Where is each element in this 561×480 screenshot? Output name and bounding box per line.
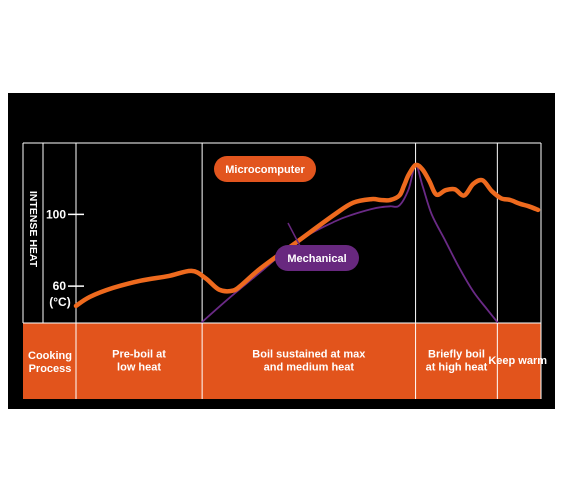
- stage-label: and medium heat: [264, 362, 355, 374]
- callout-mechanical-box: [275, 245, 359, 271]
- stage-label: Briefly boil: [428, 349, 485, 361]
- y-axis-ticks: 60 100: [46, 207, 84, 293]
- stage-label: Pre-boil at: [112, 349, 166, 361]
- process-row-label-line-2: Process: [29, 363, 72, 375]
- callout-microcomputer-label: Microcomputer: [225, 164, 305, 176]
- y-axis-unit: (°C): [49, 295, 70, 309]
- process-row-label-line-1: Cooking: [28, 350, 72, 362]
- callout-mechanical-pointer: [287, 222, 301, 247]
- callout-mechanical: Mechanical: [275, 222, 359, 271]
- callout-microcomputer-box: [214, 156, 316, 182]
- callout-microcomputer: Microcomputer: [214, 156, 316, 182]
- stage-label: at high heat: [426, 362, 488, 374]
- process-row-label: Cooking Process: [28, 350, 72, 375]
- y-axis-title: INTENSE HEAT: [27, 191, 39, 268]
- stage-label: Keep warm: [488, 355, 547, 367]
- series-microcomputer-line: [73, 162, 541, 309]
- stage-label: Boil sustained at max: [252, 349, 366, 361]
- callout-mechanical-label: Mechanical: [287, 253, 346, 265]
- process-band: [23, 323, 541, 399]
- y-tick-label: 60: [53, 279, 67, 293]
- y-tick-label: 100: [46, 207, 66, 221]
- stage-label: low heat: [117, 362, 161, 374]
- grid-lines: [22, 142, 542, 399]
